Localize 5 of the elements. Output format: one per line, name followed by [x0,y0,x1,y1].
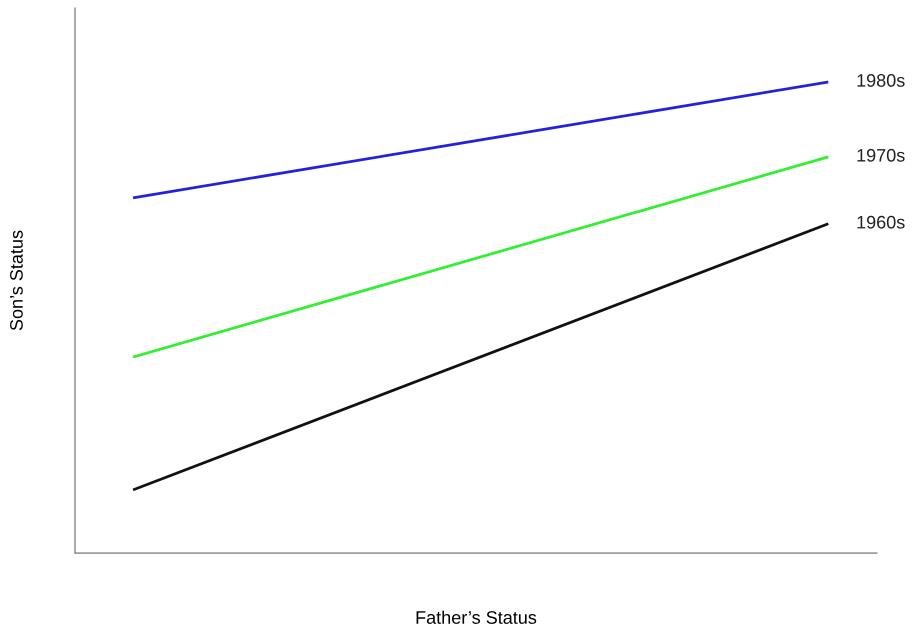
series-label: 1960s [857,216,905,229]
series-label: 1970s [857,148,905,162]
series-label: 1980s [857,74,905,87]
y-axis-title: Son’s Status [10,230,23,330]
x-axis-title: Father’s Status [416,610,536,624]
